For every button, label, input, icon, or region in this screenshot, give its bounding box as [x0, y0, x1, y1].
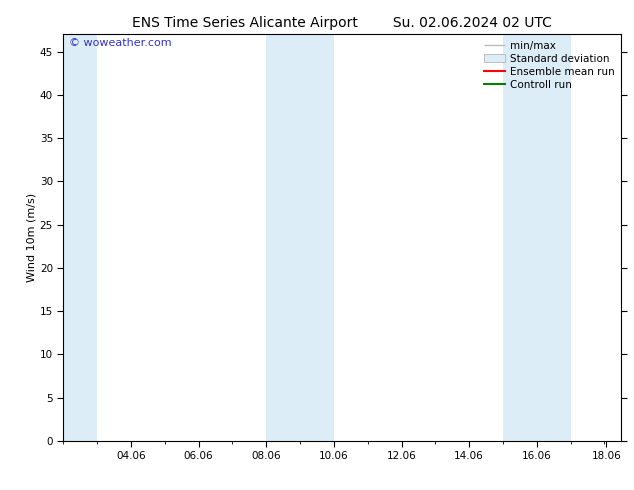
Bar — [63, 34, 97, 441]
Title: ENS Time Series Alicante Airport        Su. 02.06.2024 02 UTC: ENS Time Series Alicante Airport Su. 02.… — [133, 16, 552, 30]
Text: © woweather.com: © woweather.com — [69, 38, 172, 49]
Bar — [266, 34, 334, 441]
Legend: min/max, Standard deviation, Ensemble mean run, Controll run: min/max, Standard deviation, Ensemble me… — [480, 36, 619, 94]
Bar — [503, 34, 571, 441]
Y-axis label: Wind 10m (m/s): Wind 10m (m/s) — [27, 193, 37, 282]
